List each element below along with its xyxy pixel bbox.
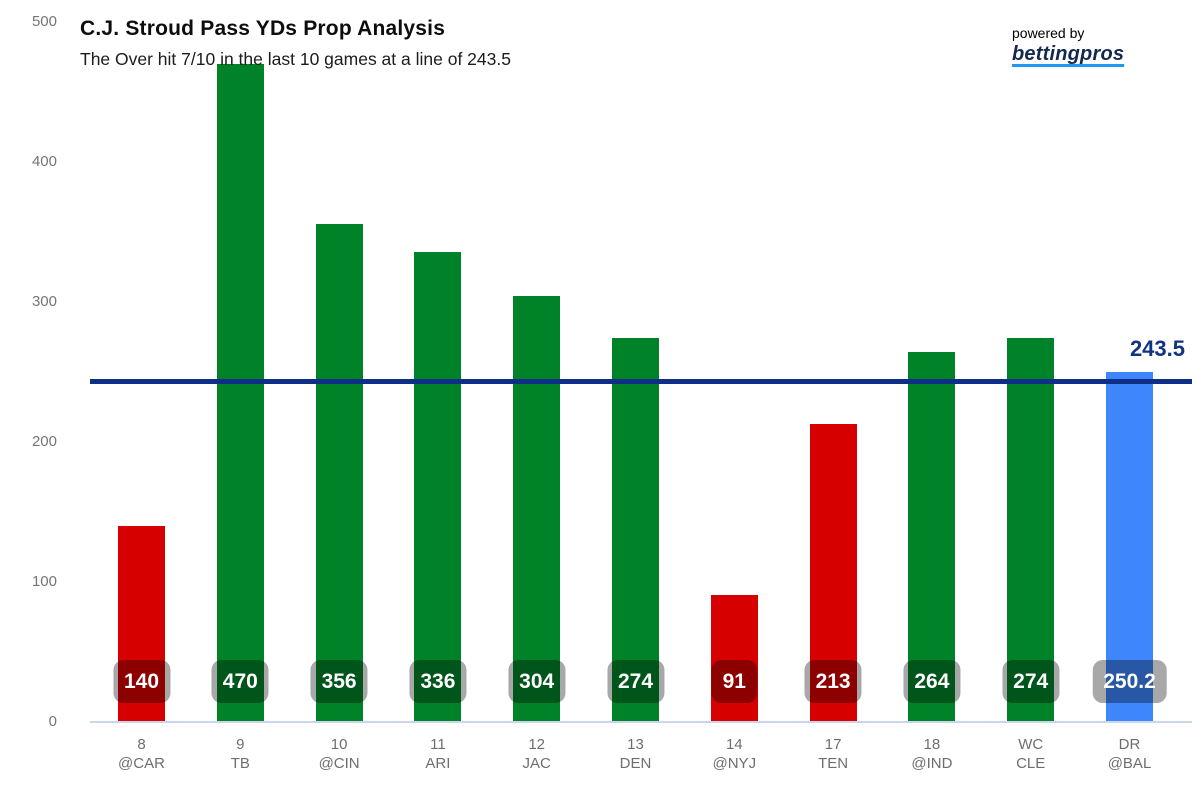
bar-over-jac[interactable] — [513, 296, 561, 722]
game-opponent-label: @NYJ — [712, 755, 757, 772]
bar-value-badge: 91 — [711, 660, 757, 703]
game-opponent-label: JAC — [522, 755, 551, 772]
x-axis-game-label: 11 ARI — [390, 735, 486, 773]
bettingpros-logo: bettingpros — [1012, 43, 1125, 65]
x-axis-game-label: 18 @IND — [884, 735, 980, 773]
x-axis-game-label: 12 JAC — [489, 735, 585, 773]
game-opponent-label: ARI — [425, 755, 451, 772]
x-axis-game-label: 8 @CAR — [94, 735, 190, 773]
x-axis-game-label: 17 TEN — [785, 735, 881, 773]
x-axis-game-label: WC CLE — [983, 735, 1079, 773]
game-week-label: 8 — [137, 736, 146, 753]
bar-value-badge: 336 — [409, 660, 467, 703]
chart-subtitle: The Over hit 7/10 in the last 10 games a… — [80, 49, 511, 69]
game-opponent-label: @BAL — [1107, 755, 1152, 772]
game-week-label: 12 — [528, 736, 546, 753]
bar-projection-bal[interactable] — [1106, 371, 1153, 722]
prop-line — [90, 378, 1192, 384]
game-week-label: 11 — [430, 736, 446, 753]
x-axis-game-label: 10 @CIN — [291, 735, 387, 773]
y-axis-tick-label: 0 — [48, 713, 57, 730]
bar-value-badge: 264 — [903, 660, 961, 703]
x-axis-game-label: 13 DEN — [588, 735, 684, 773]
y-axis-tick-label: 200 — [31, 433, 57, 450]
bar-over-ind[interactable] — [908, 352, 956, 722]
powered-by-label: powered by — [1012, 25, 1085, 41]
game-opponent-label: @IND — [911, 755, 953, 772]
bar-value-badge: 250.2 — [1092, 660, 1167, 703]
game-week-label: 9 — [236, 736, 245, 753]
x-axis-game-label: 14 @NYJ — [686, 735, 782, 773]
game-week-label: DR — [1118, 736, 1141, 753]
bar-value-badge: 470 — [211, 660, 269, 703]
game-opponent-label: TEN — [818, 755, 849, 772]
bar-over-cle[interactable] — [1007, 338, 1055, 722]
y-axis-tick-label: 500 — [31, 13, 57, 30]
bar-under-ten[interactable] — [809, 423, 857, 722]
chart-title: C.J. Stroud Pass YDs Prop Analysis — [80, 17, 446, 40]
game-week-label: 13 — [627, 736, 644, 753]
bar-value-badge: 140 — [112, 660, 171, 703]
bettingpros-brand-link[interactable]: powered by bettingpros — [1012, 25, 1124, 66]
game-week-label: 10 — [330, 736, 348, 753]
x-axis-game-label: DR @BAL — [1082, 735, 1178, 773]
game-opponent-label: CLE — [1016, 755, 1046, 772]
bar-over-den[interactable] — [612, 338, 659, 722]
bar-over-ari[interactable] — [414, 251, 462, 722]
game-opponent-label: @CAR — [118, 755, 165, 772]
game-opponent-label: DEN — [619, 755, 652, 772]
bar-under-car[interactable] — [118, 526, 165, 722]
y-axis-tick-label: 100 — [31, 573, 57, 590]
bar-value-badge: 274 — [606, 660, 665, 703]
bar-value-badge: 304 — [508, 660, 566, 703]
y-axis-tick-label: 300 — [31, 293, 57, 310]
x-axis-line — [90, 721, 1192, 723]
game-week-label: 17 — [824, 736, 842, 753]
game-opponent-label: TB — [230, 755, 250, 772]
x-axis-game-label: 9 TB — [192, 735, 288, 773]
bar-over-tb[interactable] — [216, 64, 264, 722]
game-opponent-label: @CIN — [318, 755, 360, 772]
y-axis-tick-label: 400 — [31, 153, 57, 170]
prop-line-value-label: 243.5 — [1129, 336, 1185, 361]
bar-value-badge: 356 — [310, 660, 368, 703]
bar-over-cin[interactable] — [315, 223, 363, 722]
game-week-label: 18 — [923, 736, 941, 753]
bar-under-nyj[interactable] — [710, 594, 758, 722]
bar-value-badge: 274 — [1002, 660, 1060, 703]
game-week-label: 14 — [725, 736, 743, 753]
game-week-label: WC — [1018, 736, 1044, 753]
bar-value-badge: 213 — [804, 660, 862, 703]
